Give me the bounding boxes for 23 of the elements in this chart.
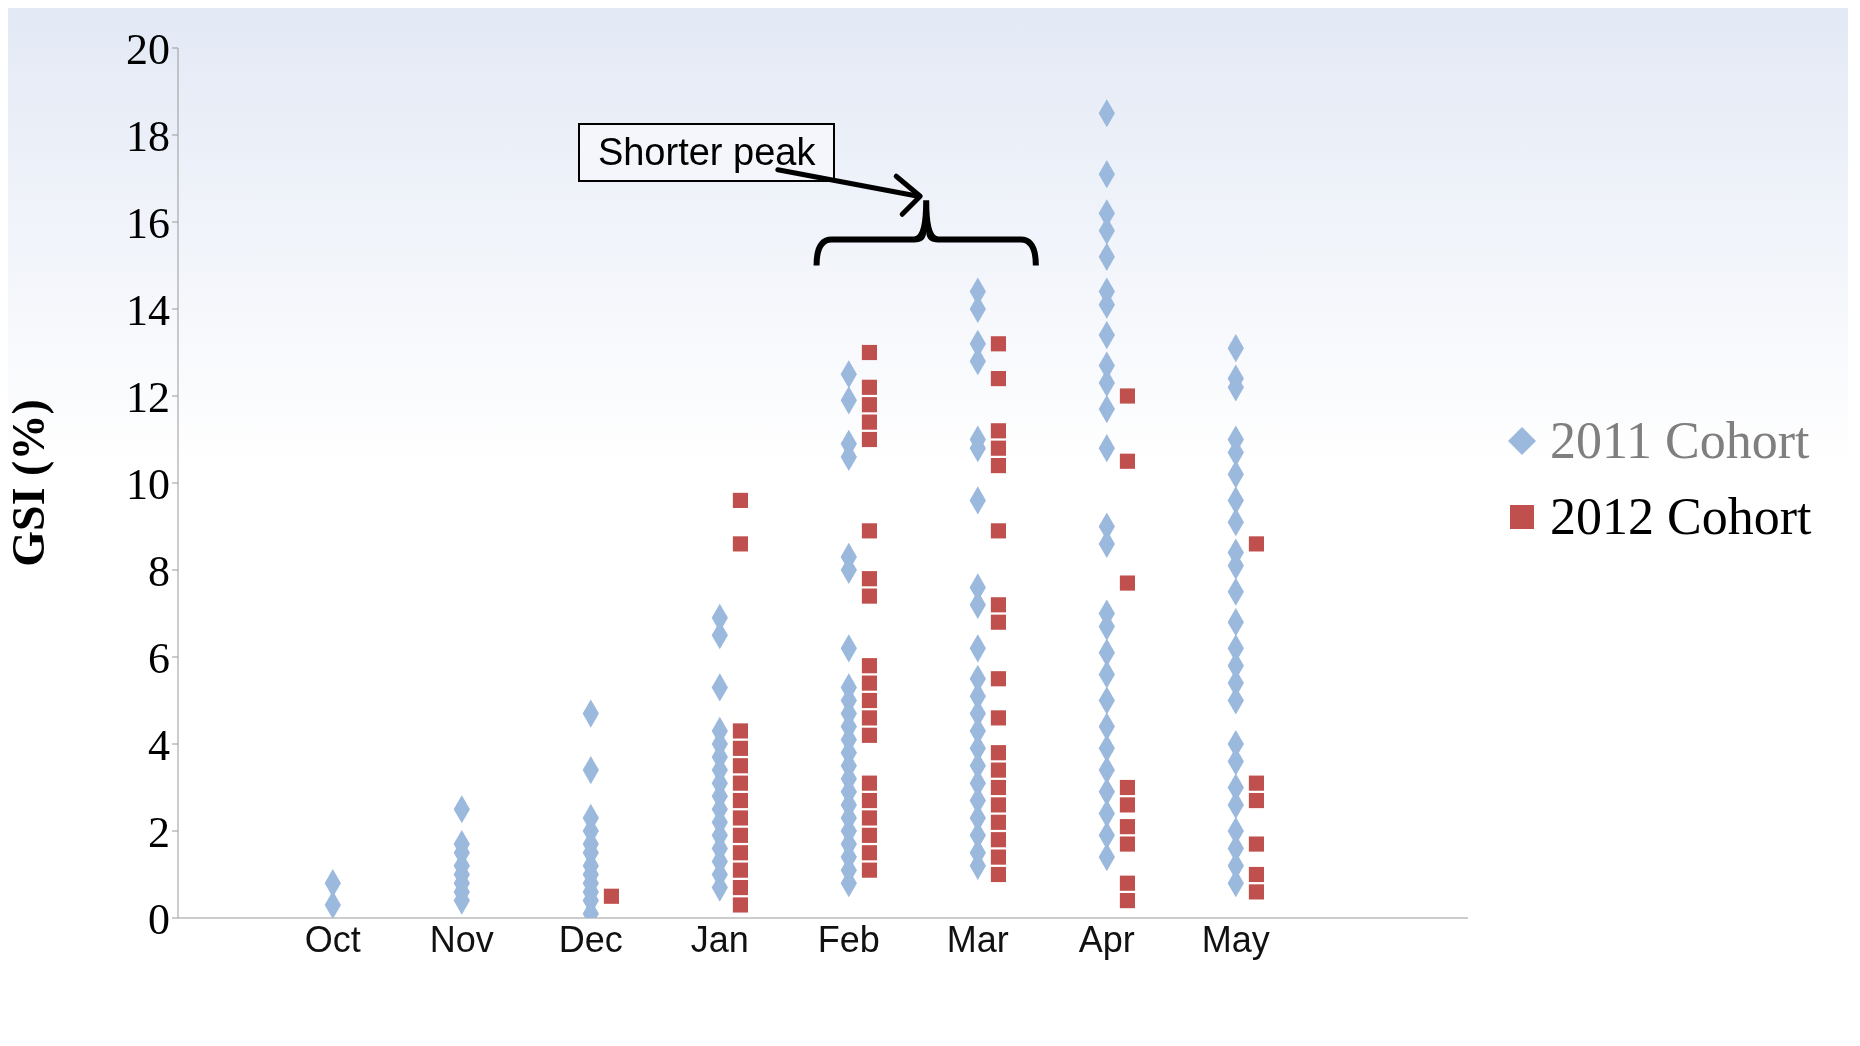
- y-tick-label: 4: [148, 720, 170, 770]
- legend-label: 2011 Cohort: [1550, 411, 1810, 471]
- y-tick-label: 16: [126, 198, 170, 248]
- y-tick-label: 0: [148, 894, 170, 944]
- x-tick-label: Apr: [1078, 918, 1135, 960]
- x-tick-label: Jan: [690, 918, 749, 960]
- x-tick-label: May: [1201, 918, 1270, 960]
- y-tick-label: 8: [148, 546, 170, 596]
- y-tick-label: 14: [126, 285, 170, 335]
- y-tick-label: 12: [126, 372, 170, 422]
- x-tick-label: Mar: [946, 918, 1009, 960]
- legend-label: 2012 Cohort: [1550, 487, 1812, 547]
- y-axis-title: GSI (%): [3, 399, 55, 567]
- y-tick-label: 18: [126, 111, 170, 161]
- x-tick-label: Oct: [304, 918, 361, 960]
- y-tick-label: 6: [148, 633, 170, 683]
- x-tick-label: Feb: [817, 918, 880, 960]
- y-tick-label: 2: [148, 807, 170, 857]
- y-tick-label: 10: [126, 459, 170, 509]
- annotation: Shorter peak: [577, 123, 836, 183]
- y-tick-label: 20: [126, 24, 170, 74]
- x-tick-label: Dec: [558, 918, 623, 960]
- x-tick-label: Nov: [429, 918, 494, 960]
